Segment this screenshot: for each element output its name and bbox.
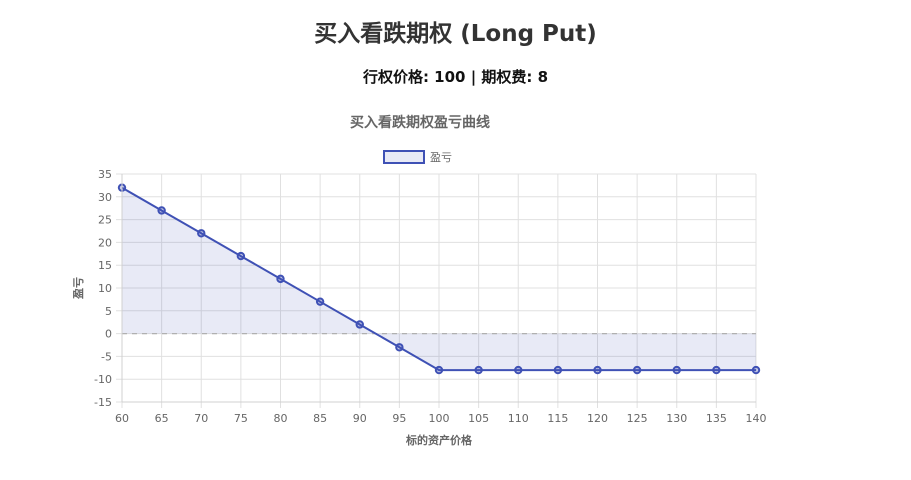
y-tick-label: 5 <box>105 305 112 318</box>
legend[interactable]: 盈亏 <box>383 150 452 164</box>
data-point[interactable] <box>672 365 681 375</box>
x-tick-label: 115 <box>547 412 568 425</box>
data-point[interactable] <box>395 343 404 352</box>
y-tick-label: 0 <box>105 328 112 341</box>
legend-swatch <box>383 150 425 164</box>
legend-label: 盈亏 <box>430 151 452 164</box>
y-tick-label: 20 <box>98 236 112 249</box>
x-tick-label: 80 <box>274 412 288 425</box>
data-point[interactable] <box>197 229 206 238</box>
y-tick-label: -5 <box>101 350 112 363</box>
x-tick-label: 135 <box>706 412 727 425</box>
x-tick-label: 65 <box>155 412 169 425</box>
x-axis-label: 标的资产价格 <box>405 433 473 447</box>
x-tick-label: 95 <box>392 412 406 425</box>
y-tick-label: -15 <box>94 396 112 409</box>
y-tick-label: 30 <box>98 191 112 204</box>
y-tick-label: 15 <box>98 259 112 272</box>
page-title: 买入看跌期权 (Long Put) <box>314 21 597 47</box>
data-point[interactable] <box>632 365 642 375</box>
data-point[interactable] <box>355 320 364 329</box>
x-tick-label: 85 <box>313 412 327 425</box>
x-tick-label: 140 <box>746 412 767 425</box>
x-tick-label: 120 <box>587 412 608 425</box>
data-point[interactable] <box>315 297 325 306</box>
data-point[interactable] <box>474 365 483 375</box>
x-tick-label: 100 <box>429 412 450 425</box>
area-fill <box>122 187 756 371</box>
x-tick-label: 130 <box>666 412 687 425</box>
x-tick-label: 60 <box>115 412 129 425</box>
chart-title: 买入看跌期权盈亏曲线 <box>350 114 490 131</box>
data-point[interactable] <box>514 365 523 375</box>
x-tick-label: 90 <box>353 412 367 425</box>
page-subtitle: 行权价格: 100 | 期权费: 8 <box>362 68 549 86</box>
y-axis-label: 盈亏 <box>72 277 85 300</box>
data-point[interactable] <box>276 274 285 284</box>
y-tick-label: 35 <box>98 168 112 181</box>
data-point[interactable] <box>712 365 721 375</box>
data-point[interactable] <box>157 206 166 215</box>
y-tick-label: -10 <box>94 373 112 386</box>
data-point[interactable] <box>751 365 761 375</box>
data-point[interactable] <box>553 365 563 375</box>
x-tick-label: 105 <box>468 412 489 425</box>
y-tick-label: 25 <box>98 214 112 227</box>
x-tick-label: 110 <box>508 412 529 425</box>
x-tick-label: 70 <box>194 412 208 425</box>
x-tick-label: 75 <box>234 412 248 425</box>
payoff-line <box>121 186 756 372</box>
data-point[interactable] <box>236 251 246 261</box>
plot-area <box>117 183 761 375</box>
y-tick-label: 10 <box>98 282 112 295</box>
data-point[interactable] <box>593 365 602 375</box>
x-tick-label: 125 <box>627 412 648 425</box>
data-point[interactable] <box>434 365 444 375</box>
